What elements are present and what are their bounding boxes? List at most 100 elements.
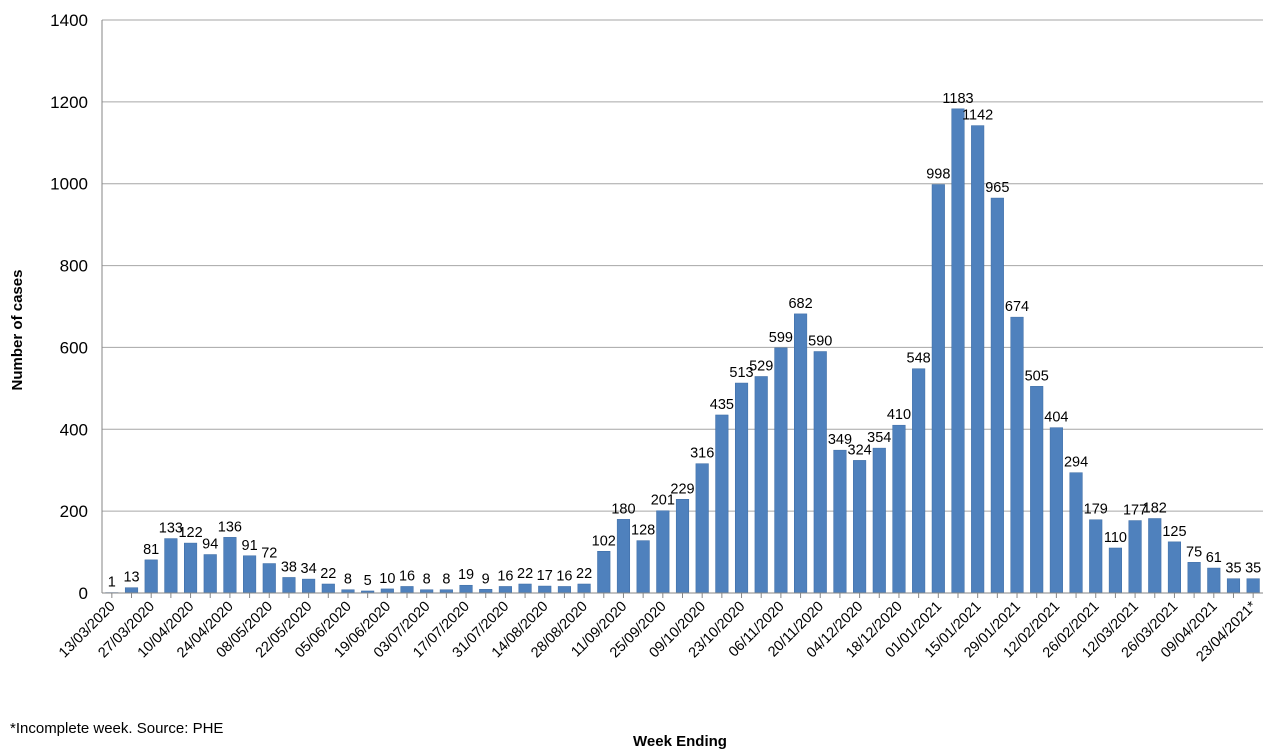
- bar: [1069, 472, 1083, 594]
- bar: [754, 376, 768, 594]
- data-label: 505: [1025, 368, 1049, 384]
- data-label: 13: [123, 570, 139, 586]
- data-label: 128: [631, 523, 655, 539]
- data-label: 133: [159, 521, 183, 537]
- data-label: 590: [808, 334, 832, 350]
- bar: [675, 499, 690, 594]
- bar: [774, 347, 788, 594]
- data-label: 8: [344, 572, 352, 588]
- bars: [105, 108, 1260, 594]
- bar: [656, 510, 670, 594]
- data-label: 674: [1005, 299, 1029, 315]
- bar: [833, 449, 847, 594]
- data-label: 8: [442, 572, 450, 588]
- x-axis-tick-labels: 13/03/202027/03/202010/04/202024/04/2020…: [56, 598, 1260, 665]
- y-tick-label: 1000: [50, 175, 88, 194]
- data-label: 19: [458, 567, 474, 583]
- bar: [1167, 541, 1181, 594]
- bar: [1207, 567, 1221, 594]
- data-label: 16: [497, 568, 513, 584]
- bar: [400, 586, 414, 594]
- data-label: 229: [670, 481, 694, 497]
- data-label: 75: [1186, 544, 1202, 560]
- bar: [951, 108, 965, 594]
- data-label: 35: [1245, 561, 1261, 577]
- bar: [538, 585, 552, 594]
- data-label: 72: [261, 546, 277, 562]
- bar: [1128, 520, 1142, 594]
- data-label: 38: [281, 559, 297, 575]
- bar: [1089, 519, 1103, 594]
- data-label: 998: [926, 167, 950, 183]
- y-tick-label: 400: [60, 420, 88, 439]
- data-label: 9: [482, 571, 490, 587]
- data-label: 410: [887, 407, 911, 423]
- bar: [1010, 316, 1024, 594]
- axes: [101, 20, 1263, 598]
- data-label: 354: [867, 430, 891, 446]
- bar: [636, 540, 650, 594]
- data-label: 22: [320, 566, 336, 582]
- bar: [931, 184, 945, 594]
- bar: [380, 588, 394, 594]
- bar: [479, 589, 493, 594]
- bar: [282, 577, 296, 594]
- data-label: 1142: [962, 108, 993, 124]
- bar: [557, 586, 571, 594]
- y-axis-tick-labels: 0 200 400 600 800 1000 1200 1400: [50, 11, 88, 603]
- data-label: 10: [379, 571, 395, 587]
- data-label: 110: [1104, 530, 1127, 546]
- bar: [794, 313, 808, 594]
- bar: [1226, 578, 1241, 594]
- bar: [321, 583, 335, 594]
- data-label: 349: [828, 432, 852, 448]
- data-label: 17: [537, 568, 553, 584]
- bar: [243, 555, 257, 594]
- gridlines: [102, 19, 1263, 512]
- data-label: 965: [985, 180, 1009, 196]
- bar: [459, 584, 473, 594]
- data-label: 35: [1225, 561, 1241, 577]
- data-label: 22: [576, 566, 592, 582]
- y-axis-title: Number of cases: [9, 270, 26, 391]
- bar: [734, 382, 749, 594]
- data-label: 122: [178, 525, 202, 541]
- data-label: 324: [848, 442, 872, 458]
- bar: [1030, 386, 1044, 594]
- bar: [164, 538, 178, 594]
- bar: [715, 414, 729, 594]
- y-tick-label: 1200: [50, 93, 88, 112]
- data-label: 1: [108, 575, 116, 591]
- bar: [203, 554, 217, 594]
- data-label: 529: [749, 358, 773, 374]
- data-label: 177: [1123, 503, 1147, 519]
- bar: [971, 125, 985, 594]
- data-label: 201: [651, 493, 675, 509]
- data-label: 599: [769, 330, 793, 346]
- y-tick-label: 0: [79, 584, 88, 603]
- data-label: 61: [1206, 550, 1222, 566]
- bar: [1187, 562, 1201, 594]
- bar: [124, 587, 139, 594]
- bar: [892, 424, 906, 594]
- y-tick-label: 800: [60, 257, 88, 276]
- data-label: 91: [242, 538, 258, 554]
- bar: [1108, 547, 1122, 594]
- bar: [872, 447, 886, 594]
- data-label: 682: [788, 296, 812, 312]
- bar: [990, 197, 1004, 594]
- bar: [813, 351, 827, 594]
- data-label: 513: [729, 365, 753, 381]
- data-label: 8: [423, 572, 431, 588]
- data-label: 294: [1064, 455, 1088, 471]
- y-tick-label: 600: [60, 338, 88, 357]
- data-label: 16: [399, 568, 415, 584]
- bar: [912, 368, 926, 594]
- data-label: 136: [218, 519, 242, 535]
- data-label: 1183: [942, 91, 973, 107]
- data-label: 5: [364, 573, 372, 589]
- bar: [1246, 578, 1260, 594]
- y-tick-label: 200: [60, 502, 88, 521]
